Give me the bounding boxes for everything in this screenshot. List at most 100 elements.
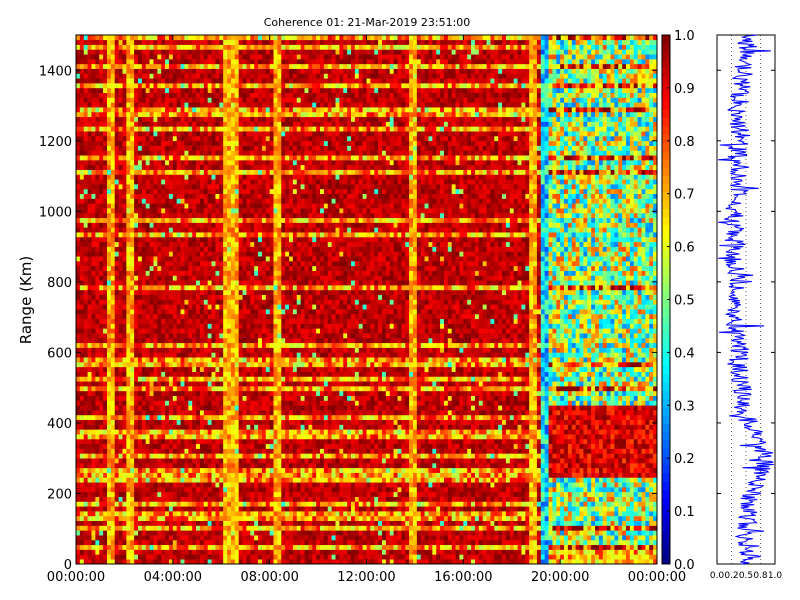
heatmap-cell [79,251,85,257]
heatmap-cell [238,472,243,478]
heatmap-cell [145,35,150,41]
heatmap-cell [188,549,193,555]
heatmap-cell [203,68,208,74]
heatmap-cell [219,160,224,166]
heatmap-cell [230,39,236,45]
heatmap-cell [145,164,150,170]
heatmap-cell [203,525,208,531]
heatmap-cell [234,371,239,377]
heatmap-cell [83,482,88,488]
heatmap-cell [227,135,232,142]
heatmap-cell [114,443,119,449]
heatmap-cell [246,179,251,185]
heatmap-cell [130,39,135,45]
heatmap-cell [207,458,212,464]
heatmap-cell [207,174,212,180]
heatmap-cell [157,515,162,522]
heatmap-cell [165,97,170,103]
heatmap-cell [114,44,119,50]
heatmap-cell [234,482,239,488]
heatmap-cell [242,285,247,291]
heatmap-cell [157,337,162,344]
heatmap-cell [141,477,147,483]
heatmap-cell [114,73,119,79]
heatmap-cell [184,506,189,512]
heatmap-cell [203,506,208,512]
heatmap-cell [126,530,131,536]
heatmap-cell [188,169,193,175]
heatmap-cell [91,337,96,344]
heatmap-cell [211,357,216,363]
heatmap-cell [242,270,247,276]
heatmap-cell [149,395,154,401]
heatmap-cell [211,35,216,41]
heatmap-cell [122,424,127,430]
heatmap-cell [192,352,197,358]
heatmap-cell [211,227,216,233]
heatmap-cell [165,318,170,324]
heatmap-cell [91,448,96,454]
heatmap-cell [180,352,185,358]
heatmap-cell [122,482,127,488]
heatmap-cell [215,102,220,108]
heatmap-cell [110,362,116,368]
heatmap-cell [207,357,212,363]
heatmap-cell [238,164,243,170]
heatmap-cell [91,453,96,459]
heatmap-cell [192,362,197,368]
heatmap-cell [246,35,251,41]
heatmap-cell [76,39,81,45]
heatmap-cell [215,54,220,60]
heatmap-cell [238,198,243,204]
heatmap-cell [149,328,154,334]
heatmap-cell [203,366,208,372]
heatmap-cell [76,265,81,271]
heatmap-cell [141,107,147,113]
heatmap-cell [203,323,208,329]
heatmap-cell [238,554,243,560]
heatmap-cell [196,236,201,243]
heatmap-cell [172,390,177,396]
heatmap-cell [207,280,212,286]
heatmap-cell [242,559,247,565]
heatmap-cell [238,376,243,382]
heatmap-cell [134,400,139,406]
heatmap-cell [207,549,212,555]
heatmap-cell [106,160,112,166]
heatmap-cell [238,145,243,151]
heatmap-cell [203,554,208,560]
heatmap-cell [196,78,201,84]
heatmap-cell [215,111,220,118]
heatmap-cell [238,318,243,324]
heatmap-cell [79,212,85,219]
heatmap-cell [161,463,166,469]
heatmap-cell [188,487,193,493]
heatmap-cell [103,496,108,502]
heatmap-cell [76,429,81,435]
heatmap-cell [242,155,247,161]
heatmap-cell [137,405,143,411]
heatmap-cell [110,116,116,122]
heatmap-cell [211,251,216,257]
heatmap-cell [141,169,147,175]
heatmap-cell [106,342,112,348]
heatmap-cell [145,515,150,522]
heatmap-cell [122,198,127,204]
heatmap-cell [106,438,112,445]
heatmap-cell [219,280,224,286]
heatmap-cell [153,414,158,421]
heatmap-cell [149,294,154,300]
heatmap-cell [118,424,123,430]
heatmap-cell [203,328,208,334]
heatmap-cell [242,328,247,334]
heatmap-cell [122,35,127,41]
heatmap-cell [234,39,239,45]
heatmap-cell [83,63,88,69]
heatmap-cell [176,164,181,170]
heatmap-cell [76,366,81,372]
heatmap-cell [242,208,247,214]
heatmap-cell [165,188,170,194]
heatmap-cell [172,155,177,161]
heatmap-cell [99,97,104,103]
heatmap-cell [207,179,212,185]
